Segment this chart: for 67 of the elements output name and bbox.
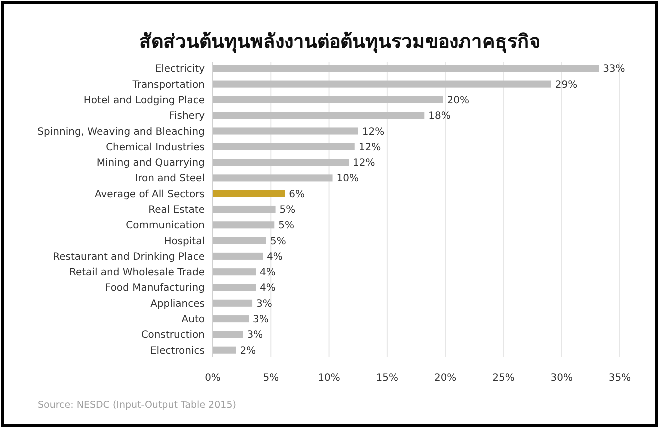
bar [213, 284, 256, 292]
y-tick-label: Mining and Quarrying [96, 158, 205, 170]
y-tick-label: Electronics [150, 346, 205, 357]
source-note: Source: NESDC (Input-Output Table 2015) [38, 400, 236, 411]
data-label: 6% [289, 189, 305, 200]
bar [213, 237, 266, 244]
data-label: 5% [278, 220, 295, 232]
data-label: 4% [260, 268, 276, 279]
data-label: 10% [336, 174, 360, 185]
data-label: 29% [555, 80, 578, 91]
x-tick-label: 5% [263, 373, 280, 384]
x-tick-label: 15% [376, 373, 399, 384]
data-label: 4% [260, 283, 276, 294]
y-tick-label: Communication [126, 220, 205, 232]
x-tick-label: 20% [434, 373, 457, 384]
x-tick-label: 35% [608, 373, 632, 384]
data-label: 18% [428, 111, 451, 122]
data-label: 33% [603, 64, 626, 76]
y-tick-label: Hotel and Lodging Place [84, 95, 205, 106]
bar [213, 252, 264, 260]
bar [213, 128, 358, 135]
bar [213, 96, 444, 104]
bar [213, 346, 236, 354]
bar [213, 331, 244, 338]
bar [213, 143, 355, 150]
y-tick-label: Retail and Wholesale Trade [69, 268, 205, 279]
bar [213, 268, 256, 276]
y-tick-label: Food Manufacturing [105, 283, 205, 294]
bar [213, 222, 275, 229]
y-tick-label: Fishery [169, 111, 206, 122]
y-tick-label: Average of All Sectors [95, 189, 205, 200]
data-label: 12% [353, 158, 376, 170]
data-label: 3% [253, 314, 269, 326]
data-label: 5% [280, 205, 296, 216]
data-label: 12% [358, 142, 382, 154]
x-tick-label: 0% [205, 373, 221, 384]
y-tick-label: Electricity [155, 64, 206, 76]
bar [213, 112, 425, 120]
y-tick-label: Auto [182, 314, 205, 326]
bar [213, 65, 600, 72]
bar [213, 206, 276, 214]
data-label: 3% [247, 330, 264, 342]
y-tick-label: Chemical Industries [106, 142, 205, 154]
x-tick-label: 25% [492, 373, 515, 384]
bar [213, 159, 350, 166]
x-tick-label: 10% [318, 373, 340, 384]
y-tick-label: Hospital [164, 236, 205, 248]
bar [213, 174, 333, 182]
bar [213, 80, 552, 88]
y-tick-label: Real Estate [148, 205, 205, 216]
bar [213, 316, 250, 323]
y-tick-label: Transportation [132, 80, 205, 91]
data-label: 5% [270, 236, 286, 248]
data-label: 4% [267, 252, 283, 263]
chart-title: สัดส่วนต้นทุนพลังงานต่อต้นทุนรวมของภาคธุรกิจ [140, 31, 540, 54]
y-tick-label: Restaurant and Drinking Place [53, 252, 205, 263]
y-tick-label: Appliances [150, 298, 205, 310]
y-tick-label: Construction [141, 330, 205, 342]
data-label: 2% [240, 346, 256, 357]
y-tick-label: Iron and Steel [135, 174, 205, 185]
data-label: 3% [256, 298, 272, 310]
y-tick-label: Spinning, Weaving and Bleaching [38, 126, 205, 138]
data-label: 20% [447, 95, 470, 106]
x-tick-label: 30% [550, 373, 573, 384]
bar [213, 300, 253, 307]
bar [213, 190, 286, 198]
data-label: 12% [362, 126, 385, 138]
